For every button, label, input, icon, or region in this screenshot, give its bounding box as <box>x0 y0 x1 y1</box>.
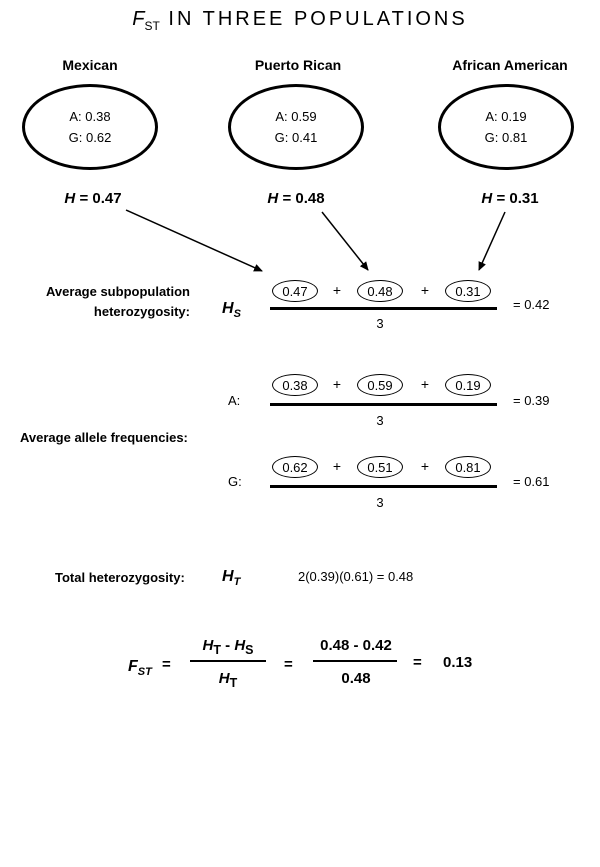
allele-g-label: G: <box>228 474 242 489</box>
h-sub: S <box>233 308 241 321</box>
g-result: = 0.61 <box>513 474 550 489</box>
fst-denominator-symbolic: HT <box>188 670 268 690</box>
hs-result: = 0.42 <box>513 297 550 312</box>
hs-term-1: 0.47 <box>272 280 318 302</box>
fst-eq-3: = <box>413 654 422 671</box>
allele-a-freq: A: 0.38 <box>69 109 111 124</box>
ht-symbol: HT <box>222 568 240 588</box>
h-symbol: H <box>481 190 493 207</box>
h-symbol: H <box>218 670 230 687</box>
h-sub: T <box>233 576 241 589</box>
plus-sign: + <box>332 282 342 298</box>
plus-sign: + <box>420 282 430 298</box>
arrow-puerto-rican <box>321 211 369 271</box>
g-term-2: 0.51 <box>357 456 403 478</box>
fst-fraction-bar-symbolic <box>190 660 266 662</box>
hs-label-line2: heterozygosity: <box>93 304 190 319</box>
arrow-mexican <box>125 209 263 272</box>
allele-a-freq: A: 0.59 <box>275 109 317 124</box>
allele-a-label: A: <box>228 393 241 408</box>
hs-term-3: 0.31 <box>445 280 491 302</box>
hs-fraction-bar <box>270 307 497 310</box>
title-text: IN THREE POPULATIONS <box>168 8 468 30</box>
f-sub: ST <box>137 666 152 679</box>
fst-eq-1: = <box>162 656 171 673</box>
ht-expression: 2(0.39)(0.61) = 0.48 <box>298 569 414 584</box>
population-name-african-american: African American <box>452 57 568 73</box>
a-result: = 0.39 <box>513 393 550 408</box>
g-term-1: 0.62 <box>272 456 318 478</box>
plus-sign: + <box>420 458 430 474</box>
hs-term-2: 0.48 <box>357 280 403 302</box>
population-ellipse-african-american: A: 0.19 G: 0.81 <box>438 84 574 170</box>
fst-fraction-bar-values <box>313 660 397 662</box>
allele-g-freq: G: 0.62 <box>68 130 112 145</box>
h-symbol: H <box>64 190 76 207</box>
allele-freq-label: Average allele frequencies: <box>20 430 188 445</box>
g-fraction-bar <box>270 485 497 488</box>
h-sub: T <box>213 643 221 657</box>
minus-sign: - <box>225 637 231 654</box>
fst-result: 0.13 <box>443 654 473 671</box>
h-value-puerto-rican: H = 0.48 <box>216 190 376 207</box>
hs-symbol: HS <box>222 300 241 320</box>
h-symbol: H <box>222 300 234 317</box>
g-denominator: 3 <box>376 495 384 510</box>
a-term-1: 0.38 <box>272 374 318 396</box>
fst-title-symbol: F <box>132 8 145 30</box>
fst-numerator-values: 0.48 - 0.42 <box>320 637 392 654</box>
h-sub: T <box>229 676 238 690</box>
g-term-3: 0.81 <box>445 456 491 478</box>
fst-symbol: FST <box>128 658 152 678</box>
population-name-puerto-rican: Puerto Rican <box>254 57 342 73</box>
population-ellipse-mexican: A: 0.38 G: 0.62 <box>22 84 158 170</box>
hs-label: Average subpopulation heterozygosity: <box>20 282 190 322</box>
fst-denominator-values: 0.48 <box>341 670 371 687</box>
a-term-2: 0.59 <box>357 374 403 396</box>
h-value-african-american: H = 0.31 <box>430 190 590 207</box>
a-fraction-bar <box>270 403 497 406</box>
plus-sign: + <box>420 376 430 392</box>
h-symbol: H <box>202 637 214 654</box>
fst-eq-2: = <box>284 656 293 673</box>
h-sub: S <box>245 643 254 657</box>
fst-title-sub: ST <box>144 19 160 33</box>
arrow-african-american <box>478 211 506 271</box>
a-denominator: 3 <box>376 413 384 428</box>
plus-sign: + <box>332 376 342 392</box>
h-number: = 0.31 <box>496 190 539 207</box>
allele-a-freq: A: 0.19 <box>485 109 527 124</box>
hs-denominator: 3 <box>376 316 384 331</box>
h-value-mexican: H = 0.47 <box>13 190 173 207</box>
h-number: = 0.48 <box>282 190 325 207</box>
h-symbol: H <box>234 637 246 654</box>
fst-numerator-symbolic: HT - HS <box>188 637 268 657</box>
f-symbol: F <box>128 658 138 675</box>
plus-sign: + <box>332 458 342 474</box>
a-term-3: 0.19 <box>445 374 491 396</box>
allele-g-freq: G: 0.41 <box>274 130 318 145</box>
ht-label: Total heterozygosity: <box>55 570 185 585</box>
population-name-mexican: Mexican <box>62 57 118 73</box>
hs-label-line1: Average subpopulation <box>46 284 190 299</box>
h-number: = 0.47 <box>79 190 122 207</box>
h-symbol: H <box>267 190 279 207</box>
figure-title: FST IN THREE POPULATIONS <box>0 8 600 33</box>
allele-g-freq: G: 0.81 <box>484 130 528 145</box>
population-ellipse-puerto-rican: A: 0.59 G: 0.41 <box>228 84 364 170</box>
h-symbol: H <box>222 568 234 585</box>
